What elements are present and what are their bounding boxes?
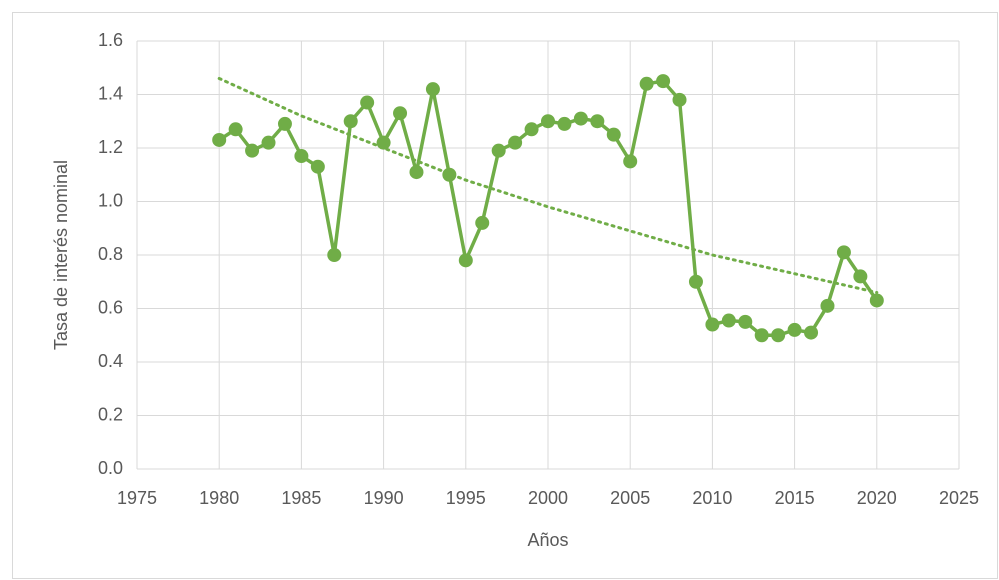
data-point bbox=[458, 253, 473, 268]
trendline bbox=[217, 76, 879, 294]
y-tick-label: 0.4 bbox=[98, 351, 123, 371]
x-axis-label: Años bbox=[527, 530, 568, 550]
data-point bbox=[590, 114, 605, 129]
y-tick-label: 0.6 bbox=[98, 297, 123, 317]
data-point bbox=[524, 122, 539, 137]
y-tick-label: 0.0 bbox=[98, 458, 123, 478]
data-point bbox=[343, 114, 358, 129]
data-point bbox=[508, 135, 523, 150]
y-tick-label: 0.2 bbox=[98, 404, 123, 424]
y-tick-label: 1.0 bbox=[98, 190, 123, 210]
y-tick-label: 0.8 bbox=[98, 244, 123, 264]
data-point bbox=[672, 92, 687, 107]
x-tick-label: 1980 bbox=[199, 488, 239, 508]
data-point bbox=[771, 328, 786, 343]
data-point bbox=[475, 215, 490, 230]
data-point bbox=[277, 116, 292, 131]
data-point bbox=[409, 165, 424, 180]
data-point bbox=[360, 95, 375, 110]
data-point bbox=[738, 314, 753, 329]
data-point bbox=[656, 74, 671, 89]
x-tick-label: 2015 bbox=[775, 488, 815, 508]
y-tick-label: 1.4 bbox=[98, 83, 123, 103]
data-point bbox=[310, 159, 325, 174]
y-axis-label: Tasa de interés nominal bbox=[51, 160, 71, 350]
data-point bbox=[606, 127, 621, 142]
data-point bbox=[327, 248, 342, 262]
data-point bbox=[623, 154, 638, 169]
data-point bbox=[853, 269, 868, 284]
data-point bbox=[261, 135, 276, 150]
y-tick-label: 1.2 bbox=[98, 137, 123, 157]
data-point bbox=[705, 317, 720, 332]
data-point bbox=[721, 313, 736, 328]
x-tick-label: 2010 bbox=[692, 488, 732, 508]
data-point bbox=[212, 132, 227, 147]
data-point bbox=[804, 325, 819, 340]
x-tick-label: 1995 bbox=[446, 488, 486, 508]
data-point bbox=[573, 111, 588, 126]
data-point bbox=[376, 135, 391, 150]
data-point bbox=[393, 106, 408, 121]
data-point bbox=[442, 167, 457, 182]
x-tick-label: 1985 bbox=[281, 488, 321, 508]
data-point bbox=[557, 116, 572, 131]
data-point bbox=[820, 298, 835, 313]
data-point bbox=[754, 328, 769, 343]
y-tick-label: 1.6 bbox=[98, 30, 123, 50]
data-point bbox=[294, 149, 309, 164]
x-tick-label: 2020 bbox=[857, 488, 897, 508]
x-tick-label: 2005 bbox=[610, 488, 650, 508]
data-point bbox=[869, 293, 884, 308]
data-point bbox=[228, 122, 243, 137]
data-point bbox=[639, 76, 654, 91]
x-tick-label: 1975 bbox=[117, 488, 157, 508]
chart-border bbox=[12, 12, 998, 579]
data-point bbox=[836, 245, 851, 260]
x-tick-label: 2025 bbox=[939, 488, 979, 508]
x-tick-label: 1990 bbox=[364, 488, 404, 508]
data-point bbox=[541, 114, 555, 129]
data-point bbox=[245, 143, 260, 158]
data-point bbox=[491, 143, 506, 158]
data-point bbox=[787, 322, 802, 337]
data-point bbox=[425, 82, 440, 97]
data-point bbox=[688, 274, 703, 289]
x-tick-label: 2000 bbox=[528, 488, 568, 508]
